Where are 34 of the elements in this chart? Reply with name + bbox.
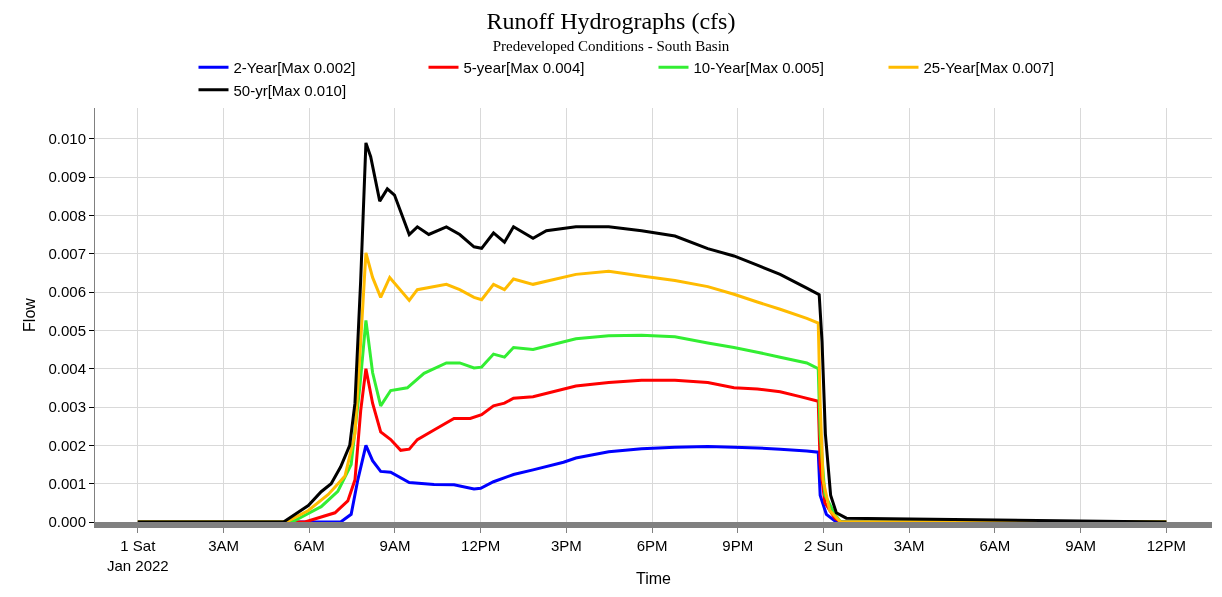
legend-label: 25-Year[Max 0.007] (923, 59, 1054, 77)
x-tick-label: 9AM (1065, 537, 1097, 554)
legend-label: 50-yr[Max 0.010] (233, 81, 347, 99)
chart-title: Runoff Hydrographs (cfs) (486, 7, 736, 34)
x-tick-label: 6PM (636, 537, 668, 554)
x-tick-label: 9AM (379, 537, 411, 554)
y-tick-label: 0.003 (48, 398, 86, 416)
legend-label: 5-year[Max 0.004] (463, 59, 585, 77)
y-tick-label: 0.007 (48, 244, 86, 262)
x-axis-title: Time (636, 569, 672, 587)
y-tick-label: 0.004 (48, 359, 86, 377)
x-tick-label: 2 Sun (803, 537, 844, 554)
y-tick-label: 0.002 (48, 436, 86, 454)
y-tick-label: 0.010 (48, 129, 86, 147)
x-tick-label: 6AM (979, 537, 1011, 554)
y-tick-label: 0.009 (48, 168, 86, 186)
y-tick-label: 0.006 (48, 283, 86, 301)
y-tick-label: 0.005 (48, 321, 86, 339)
x-tick-label: 12PM (1146, 537, 1186, 554)
y-tick-label: 0.000 (48, 513, 86, 531)
x-tick-label: 12PM (461, 537, 501, 554)
y-axis-title: Flow (21, 297, 39, 332)
x-tick-label: 6AM (293, 537, 325, 554)
y-tick-label: 0.008 (48, 206, 86, 224)
x-tick-label: 3PM (550, 537, 582, 554)
line-series (136, 141, 1168, 522)
chart-subtitle: Predeveloped Conditions - South Basin (492, 37, 730, 54)
x-tick-label: 3AM (893, 537, 925, 554)
legend-label: 10-Year[Max 0.005] (693, 59, 824, 77)
x-tick-label: 3AM (208, 537, 239, 554)
y-tick-label: 0.001 (48, 474, 86, 492)
legend-label: 2-Year[Max 0.002] (233, 59, 356, 77)
x-tick-label: 9PM (722, 537, 754, 554)
x-tick-label: 1 Sat Jan 2022 (106, 537, 169, 574)
